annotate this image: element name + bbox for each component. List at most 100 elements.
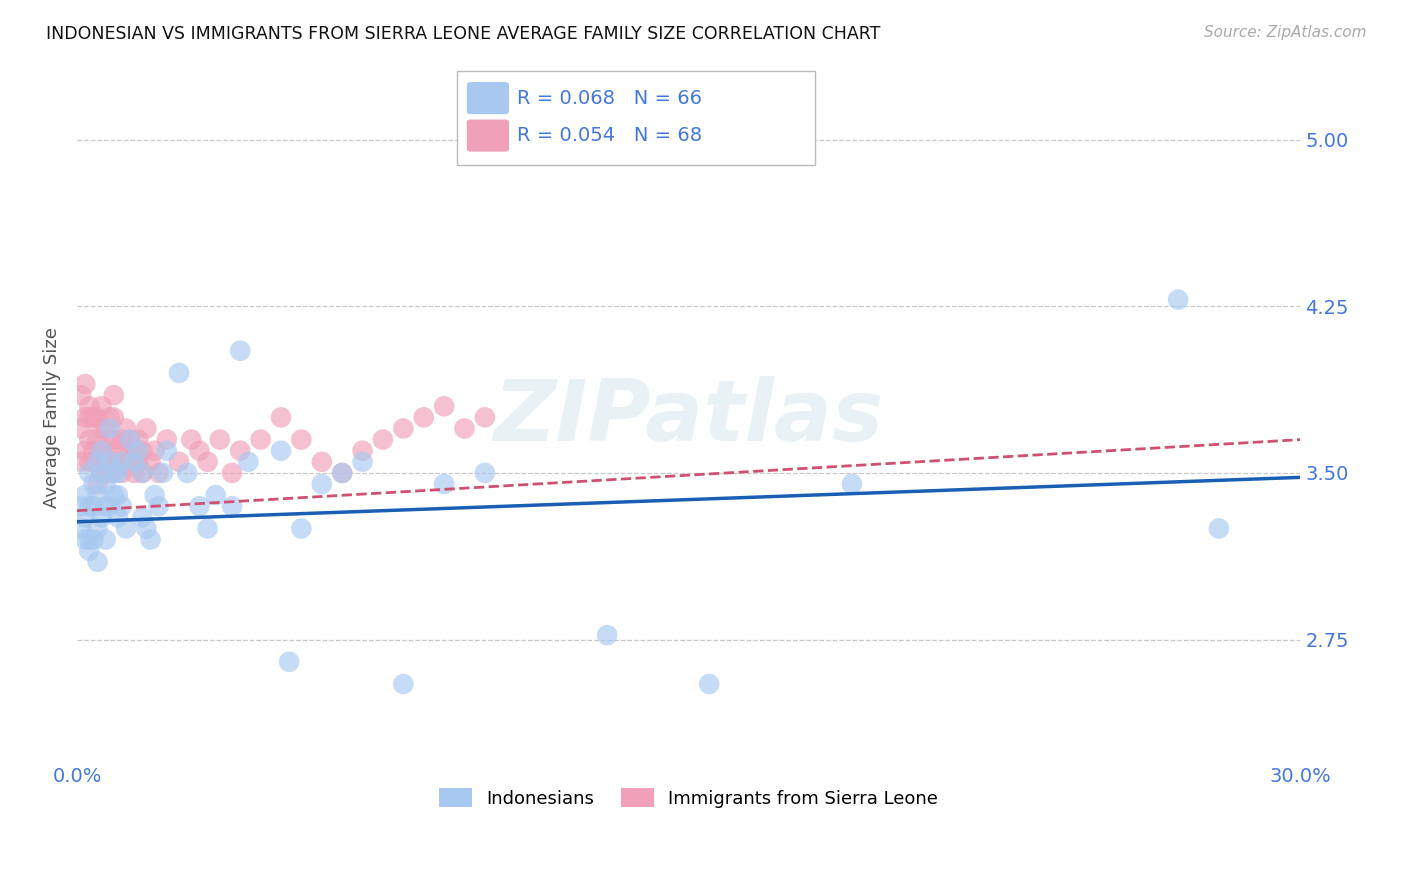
Point [79, 466, 101, 480]
Point [90, 466, 112, 480]
Point [98, 433, 121, 447]
Point [197, 521, 219, 535]
Point [841, 477, 863, 491]
Point [75, 377, 97, 392]
Point [79, 455, 101, 469]
Point [94, 500, 117, 514]
Point [135, 421, 157, 435]
Point [94, 421, 117, 435]
Point [90, 443, 112, 458]
Text: ZIPatlas: ZIPatlas [494, 376, 884, 458]
Point [103, 433, 125, 447]
Point [229, 443, 252, 458]
Point [86, 410, 108, 425]
Point [98, 410, 121, 425]
Point [75, 410, 97, 425]
Point [111, 433, 134, 447]
Point [70, 421, 93, 435]
Point [474, 410, 496, 425]
Point [131, 466, 153, 480]
Point [131, 443, 153, 458]
Point [188, 500, 211, 514]
Point [135, 521, 157, 535]
Point [79, 533, 101, 547]
Point [120, 433, 142, 447]
Point [94, 443, 117, 458]
Point [75, 443, 97, 458]
Point [474, 466, 496, 480]
Point [392, 677, 415, 691]
Point [352, 455, 374, 469]
Point [86, 455, 108, 469]
Point [139, 533, 162, 547]
Point [176, 466, 198, 480]
Point [75, 510, 97, 524]
Point [86, 433, 108, 447]
Point [290, 521, 312, 535]
Point [79, 543, 101, 558]
Point [103, 488, 125, 502]
Point [229, 343, 252, 358]
Point [98, 500, 121, 514]
Point [156, 433, 179, 447]
Point [75, 533, 97, 547]
Point [433, 477, 456, 491]
Point [94, 455, 117, 469]
Point [330, 466, 353, 480]
Point [127, 443, 149, 458]
Point [82, 477, 104, 491]
Point [103, 466, 125, 480]
Point [127, 433, 149, 447]
Point [148, 500, 170, 514]
Y-axis label: Average Family Size: Average Family Size [44, 327, 60, 508]
Point [352, 443, 374, 458]
Text: Source: ZipAtlas.com: Source: ZipAtlas.com [1204, 25, 1367, 40]
Point [148, 466, 170, 480]
Point [115, 421, 138, 435]
Legend: Indonesians, Immigrants from Sierra Leone: Indonesians, Immigrants from Sierra Leon… [432, 780, 945, 814]
Point [122, 455, 145, 469]
Point [86, 477, 108, 491]
Point [180, 433, 202, 447]
Point [111, 466, 134, 480]
Point [143, 488, 166, 502]
Point [115, 521, 138, 535]
Point [238, 455, 260, 469]
Point [70, 521, 93, 535]
Text: INDONESIAN VS IMMIGRANTS FROM SIERRA LEONE AVERAGE FAMILY SIZE CORRELATION CHART: INDONESIAN VS IMMIGRANTS FROM SIERRA LEO… [46, 25, 880, 43]
Point [79, 500, 101, 514]
Point [290, 433, 312, 447]
Point [330, 466, 353, 480]
Point [86, 455, 108, 469]
Point [94, 477, 117, 491]
Point [107, 455, 129, 469]
Point [90, 466, 112, 480]
Point [103, 410, 125, 425]
Point [221, 466, 243, 480]
Point [453, 421, 475, 435]
Point [79, 399, 101, 413]
Point [107, 466, 129, 480]
Point [111, 500, 134, 514]
Point [107, 488, 129, 502]
Point [86, 555, 108, 569]
Point [270, 443, 292, 458]
Point [111, 455, 134, 469]
Point [120, 455, 142, 469]
Point [98, 466, 121, 480]
Point [311, 455, 333, 469]
Point [82, 455, 104, 469]
Point [167, 455, 190, 469]
Point [1208, 521, 1230, 535]
Point [82, 533, 104, 547]
Point [103, 388, 125, 402]
Point [122, 466, 145, 480]
Point [70, 455, 93, 469]
Point [90, 443, 112, 458]
Point [127, 455, 149, 469]
Point [412, 410, 434, 425]
Point [82, 500, 104, 514]
Point [392, 421, 415, 435]
Point [90, 510, 112, 524]
Point [433, 399, 456, 413]
